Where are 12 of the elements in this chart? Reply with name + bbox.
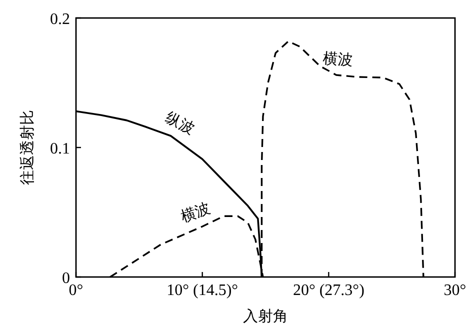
y-tick-label: 0	[62, 270, 70, 287]
y-axis-title: 往返透射比	[18, 110, 36, 185]
text: 纵波	[162, 108, 198, 138]
x-tick-label: 10° (14.5)°	[166, 282, 238, 299]
x-tick-label: 0°	[68, 282, 84, 299]
y-tick-label: 0.1	[50, 140, 70, 158]
y-tick-label: 0.2	[50, 11, 70, 28]
x-tick-label: 20° (27.3°)	[292, 282, 364, 299]
series-label: 横波	[322, 49, 354, 70]
x-axis-title: 入射角	[243, 307, 288, 325]
text: 横波	[178, 198, 213, 226]
x-tick-label: 30°	[444, 282, 466, 299]
